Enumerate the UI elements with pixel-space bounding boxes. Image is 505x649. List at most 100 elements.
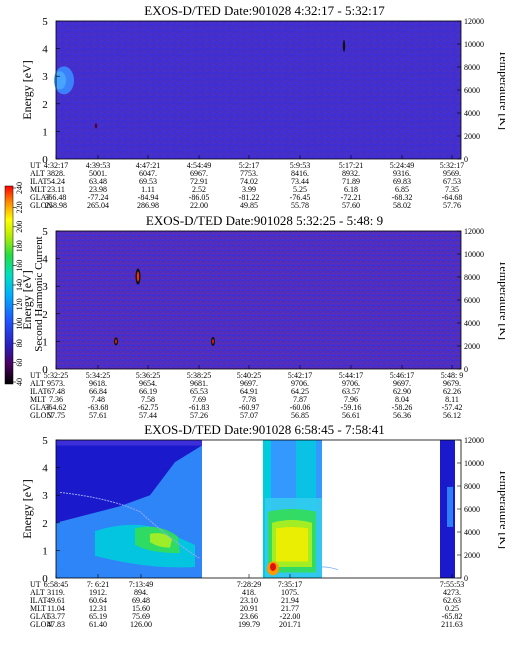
table-cell: 21.77 xyxy=(281,604,299,613)
table-cell: 5:44:17 xyxy=(339,371,363,380)
y2-tick-label: 10000 xyxy=(464,40,484,49)
table-cell: 56.36 xyxy=(393,411,411,420)
y2-tick-label: 2000 xyxy=(464,132,480,141)
y2-tick-label: 4000 xyxy=(464,109,480,118)
table-cell: 4:54:49 xyxy=(187,161,211,170)
table-cell: 57.76 xyxy=(443,201,461,210)
table-cell: 9654. xyxy=(139,379,157,388)
table-row-label: UT xyxy=(30,161,41,170)
table-row-label: UT xyxy=(30,580,41,589)
colorbar: Second Harmonic Current 4060801001201401… xyxy=(4,182,45,386)
colorbar-tick-label: 180 xyxy=(15,240,24,252)
table-cell: 5:32:17 xyxy=(440,161,464,170)
table-cell: 62.90 xyxy=(393,387,411,396)
y-tick-label: 0 xyxy=(42,154,48,166)
current-spike-core xyxy=(136,271,140,282)
hotspot xyxy=(270,562,276,571)
table-cell: 4:32:17 xyxy=(44,161,68,170)
table-cell: 1912. xyxy=(89,588,107,597)
table-cell: -66.48 xyxy=(46,193,67,202)
y-tick-label: 3 xyxy=(42,281,48,293)
y2-tick-label: 12000 xyxy=(464,227,484,236)
table-cell: 20.91 xyxy=(240,604,258,613)
table-cell: 5001. xyxy=(89,169,107,178)
table-cell: 9697. xyxy=(240,379,258,388)
table-cell: 265.04 xyxy=(87,201,109,210)
y2-tick-label: 0 xyxy=(464,574,468,583)
table-cell: 5:38:25 xyxy=(187,371,211,380)
table-row-label: MLT xyxy=(30,185,46,194)
table-cell: 65.19 xyxy=(89,612,107,621)
table-cell: 3119. xyxy=(47,588,65,597)
table-cell: 8932. xyxy=(342,169,360,178)
y-tick-label: 5 xyxy=(42,226,48,238)
y-tick-label: 4 xyxy=(42,254,48,266)
panel-title: EXOS-D/TED Date:901028 6:58:45 - 7:58:41 xyxy=(144,422,384,437)
table-cell: 4:47:21 xyxy=(136,161,160,170)
table-row-label: GLAT xyxy=(30,193,51,202)
orbit-table: UTALTILATMLTGLATGLON4:32:173828.54.2423.… xyxy=(30,161,464,210)
table-cell: 67.53 xyxy=(443,177,461,186)
table-cell: 69.83 xyxy=(393,177,411,186)
table-cell: 199.79 xyxy=(238,620,260,629)
table-cell: -63.68 xyxy=(88,403,109,412)
y-tick-label: 3 xyxy=(42,71,48,83)
table-cell: -76.45 xyxy=(290,193,311,202)
y2-tick-label: 8000 xyxy=(464,63,480,72)
panel-3: EXOS-D/TED Date:901028 6:58:45 - 7:58:41… xyxy=(20,422,505,629)
table-cell: 7:55:53 xyxy=(440,580,464,589)
table-cell: 23.66 xyxy=(240,612,258,621)
table-cell: 56.12 xyxy=(443,411,461,420)
table-cell: 53.77 xyxy=(47,612,65,621)
table-cell: 12.31 xyxy=(89,604,107,613)
table-row-label: GLAT xyxy=(30,403,51,412)
table-cell: 54.24 xyxy=(47,177,65,186)
table-cell: -58.26 xyxy=(392,403,413,412)
spectrum-band xyxy=(150,533,172,548)
table-cell: 9681. xyxy=(190,379,208,388)
table-cell: 11.04 xyxy=(47,604,65,613)
table-cell: 5:9:53 xyxy=(290,161,310,170)
table-cell: 57.07 xyxy=(240,411,258,420)
table-row-label: ILAT xyxy=(30,387,47,396)
table-cell: 6.85 xyxy=(395,185,409,194)
table-cell: 65.53 xyxy=(190,387,208,396)
table-cell: 418. xyxy=(242,588,256,597)
y2-tick-label: 4000 xyxy=(464,319,480,328)
table-cell: 66.84 xyxy=(89,387,107,396)
table-row-label: GLAT xyxy=(30,612,51,621)
data-gap xyxy=(322,440,440,578)
y-axis-label: Energy [eV] xyxy=(20,270,34,329)
table-row-label: MLT xyxy=(30,604,46,613)
colorbar-tick-label: 240 xyxy=(15,182,24,194)
table-cell: 64.91 xyxy=(240,387,258,396)
table-cell: 9569. xyxy=(443,169,461,178)
temperature-trace xyxy=(321,566,339,571)
table-cell: 6967. xyxy=(190,169,208,178)
colorbar-tick-label: 160 xyxy=(15,260,24,272)
table-cell: 7.58 xyxy=(141,395,155,404)
table-cell: 57.60 xyxy=(342,201,360,210)
spectrum-band xyxy=(447,486,453,527)
y2-axis-label: Temperature [K] xyxy=(497,260,505,340)
table-cell: 6047. xyxy=(139,169,157,178)
table-cell: 23.98 xyxy=(89,185,107,194)
table-cell: -60.06 xyxy=(290,403,311,412)
y-tick-label: 4 xyxy=(42,463,48,475)
table-cell: 6:58:45 xyxy=(44,580,68,589)
colorbar-tick-label: 120 xyxy=(15,298,24,310)
temperature-trace xyxy=(59,491,201,560)
y-tick-label: 1 xyxy=(42,336,48,348)
y2-tick-label: 10000 xyxy=(464,459,484,468)
table-cell: -62.75 xyxy=(138,403,159,412)
table-cell: 23.11 xyxy=(47,185,65,194)
table-cell: -57.42 xyxy=(442,403,463,412)
table-cell: 7.78 xyxy=(242,395,256,404)
table-cell: -59.16 xyxy=(341,403,362,412)
table-cell: -84.94 xyxy=(138,193,159,202)
table-cell: 72.91 xyxy=(190,177,208,186)
table-cell: 9697. xyxy=(393,379,411,388)
table-cell: 9316. xyxy=(393,169,411,178)
table-cell: 66.19 xyxy=(139,387,157,396)
